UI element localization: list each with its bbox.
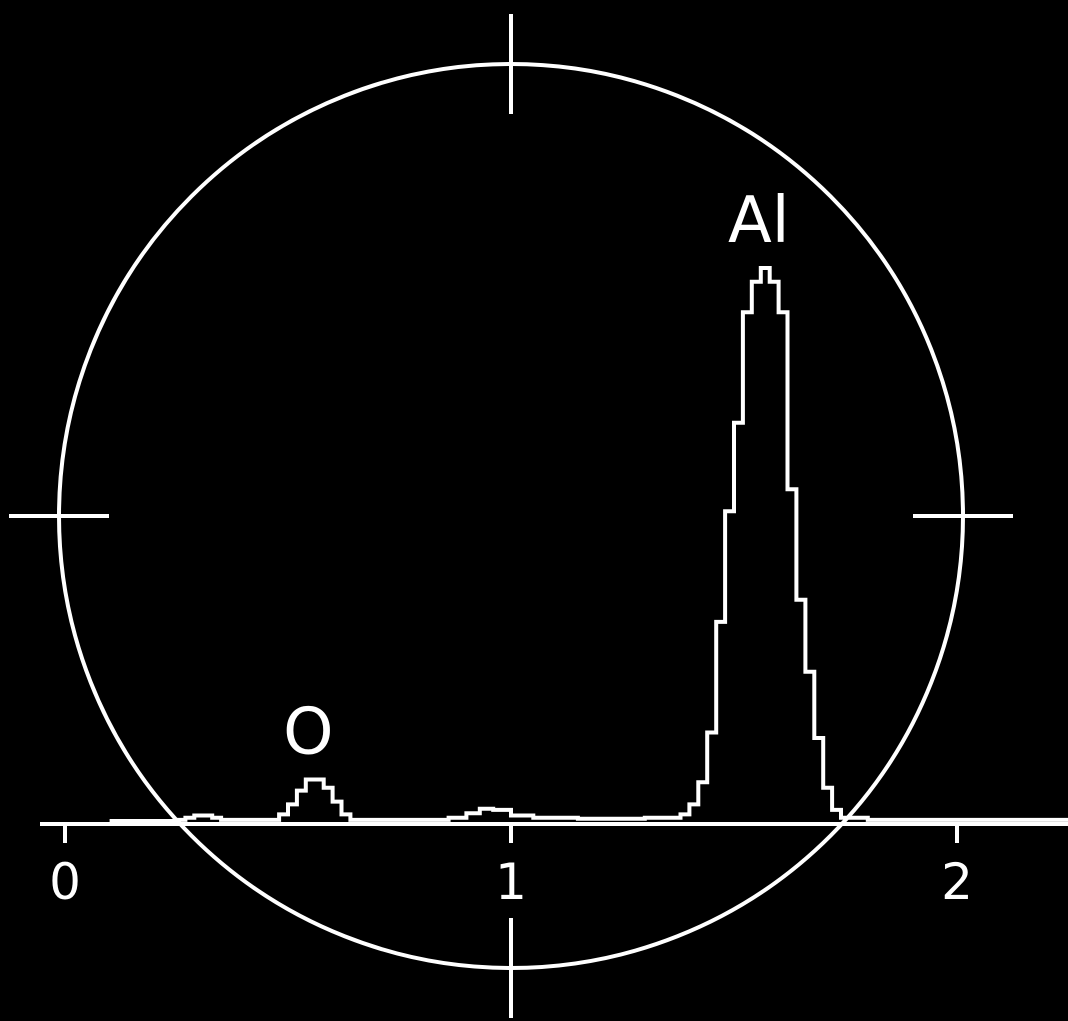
x-tick-label-1: 1 (495, 853, 527, 911)
peak-annotations: O Al (283, 184, 789, 770)
x-axis-tick-labels: 0 1 2 (49, 853, 973, 911)
x-tick-label-0: 0 (49, 853, 81, 911)
x-tick-label-2: 2 (941, 853, 973, 911)
peak-label-al: Al (728, 184, 790, 258)
peak-label-o: O (283, 696, 333, 770)
x-axis-ticks (63, 824, 959, 843)
spectrum-series-line (109, 266, 1068, 823)
